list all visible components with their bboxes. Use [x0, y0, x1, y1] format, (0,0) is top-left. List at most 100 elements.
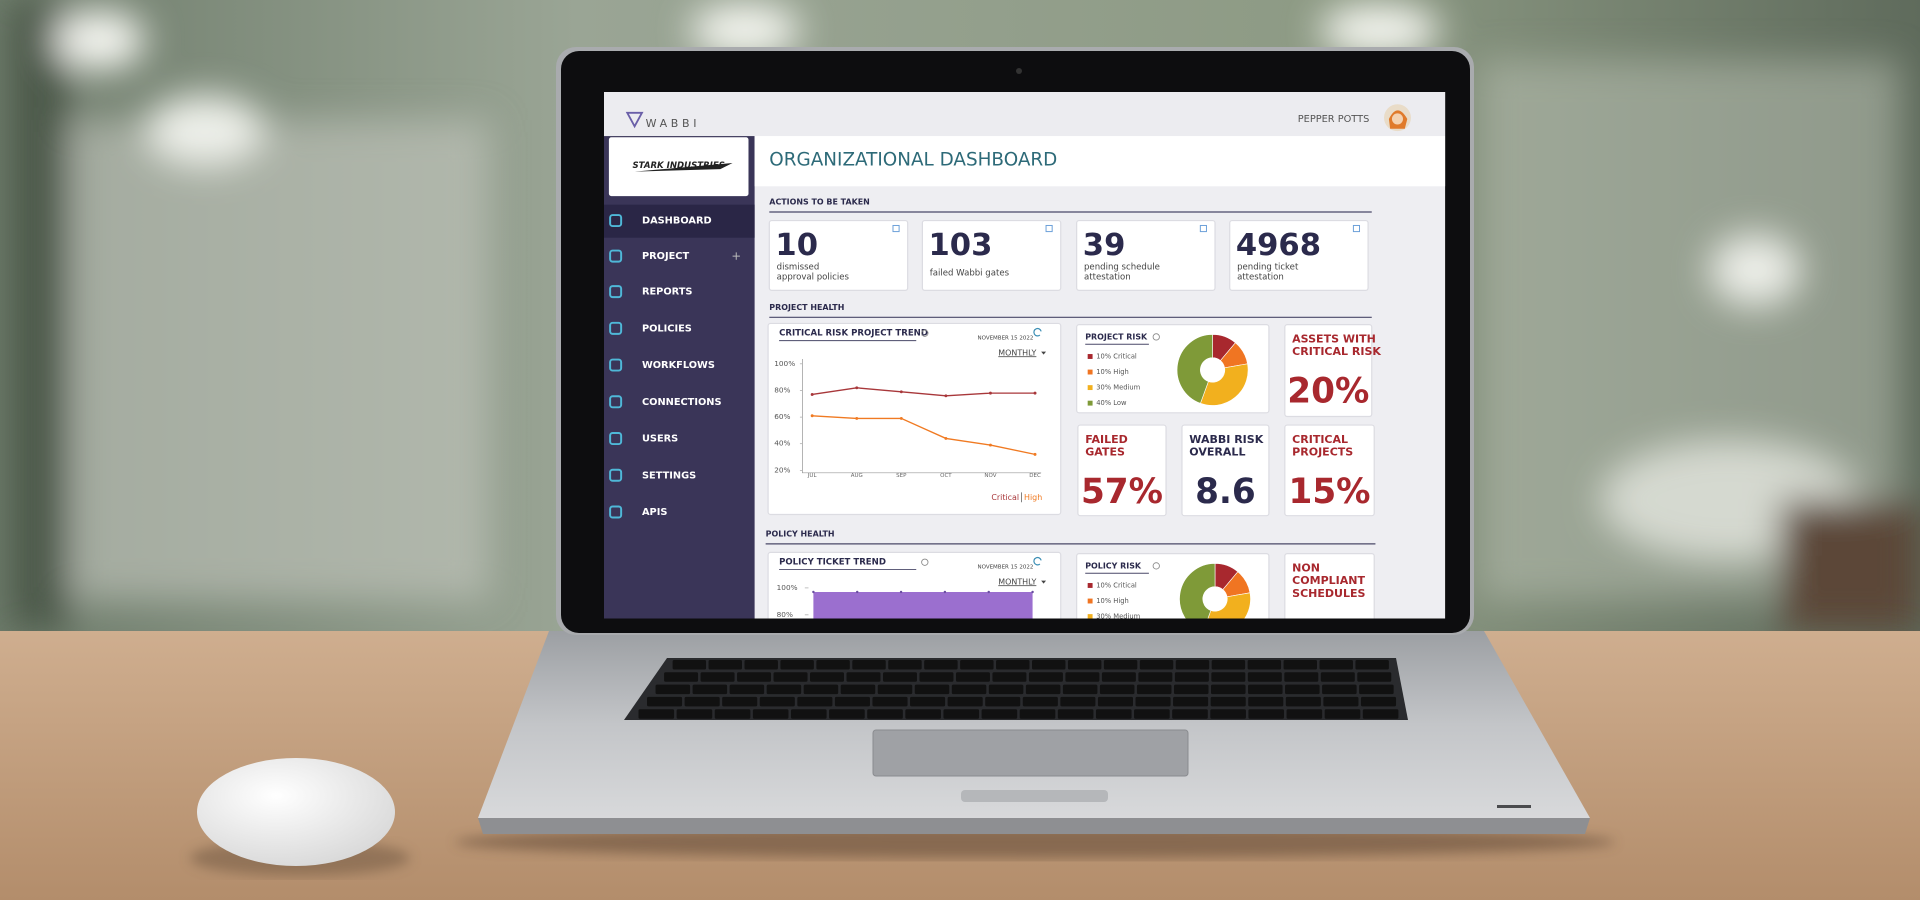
key: [992, 672, 1027, 682]
action-label: dismissed: [777, 263, 820, 273]
action-count: 39: [1083, 228, 1126, 263]
nav-item[interactable]: USERS: [642, 434, 678, 445]
indicator: [1497, 805, 1531, 808]
nav-icon: [609, 321, 623, 335]
nav-item[interactable]: PROJECT: [642, 251, 690, 262]
key: [829, 709, 865, 719]
trend-point: [988, 443, 992, 447]
key: [1285, 684, 1320, 695]
key: [1095, 709, 1132, 719]
y-tick-label: 100%: [777, 583, 798, 592]
card: [1284, 324, 1373, 418]
pie-slice: [1200, 363, 1249, 406]
info-icon: [1152, 562, 1160, 570]
nav-item[interactable]: REPORTS: [642, 287, 693, 298]
kpi-value: 8.6: [1195, 472, 1256, 512]
key: [981, 709, 1018, 719]
card: [1229, 219, 1369, 291]
nav-icon: [609, 395, 623, 409]
key: [1136, 684, 1172, 695]
key: [1248, 709, 1285, 719]
period-select[interactable]: MONTHLY: [998, 577, 1036, 586]
key: [867, 709, 903, 719]
key: [766, 684, 802, 695]
trend-area: [813, 591, 1033, 619]
key: [1248, 684, 1283, 695]
key: [846, 672, 881, 682]
x-tick-label: OCT: [940, 473, 952, 479]
key: [1057, 709, 1094, 719]
key: [985, 696, 1021, 707]
key: [1357, 672, 1392, 682]
nav-item[interactable]: SETTINGS: [642, 470, 696, 481]
keys: [638, 660, 1399, 719]
key: [1211, 660, 1246, 670]
legend-entry: 10% Critical: [1096, 352, 1137, 360]
dropdown-caret[interactable]: [1041, 351, 1047, 355]
key: [834, 696, 870, 707]
nav-icon: [609, 358, 623, 372]
kpi-title: COMPLIANT: [1292, 574, 1365, 587]
key: [1284, 672, 1319, 682]
period-select[interactable]: MONTHLY: [998, 348, 1036, 357]
key: [955, 672, 990, 682]
company-card: [608, 137, 749, 197]
refresh-icon[interactable]: [1033, 556, 1042, 566]
action-count: 10: [775, 228, 818, 263]
key: [1138, 672, 1173, 682]
nav-item[interactable]: POLICIES: [642, 323, 692, 334]
action-label: attestation: [1084, 272, 1131, 282]
key: [1065, 672, 1100, 682]
info-icon: [921, 558, 929, 566]
dropdown-caret[interactable]: [1041, 580, 1047, 584]
key: [1139, 660, 1174, 670]
key: [1359, 684, 1394, 695]
key: [1211, 672, 1246, 682]
key: [872, 696, 908, 707]
key: [1362, 709, 1399, 719]
key: [1173, 696, 1209, 707]
key: [1286, 709, 1323, 719]
card: [1181, 424, 1270, 517]
key: [803, 684, 839, 695]
key: [1103, 660, 1138, 670]
nav-item[interactable]: APIS: [642, 507, 667, 518]
action-label: attestation: [1237, 272, 1284, 282]
trend-point: [944, 394, 948, 398]
key: [1062, 684, 1098, 695]
nav-item[interactable]: CONNECTIONS: [642, 397, 722, 408]
open-link-icon: [1199, 224, 1207, 233]
brand: WABBI: [646, 117, 701, 130]
key: [1028, 672, 1063, 682]
kpi-title: ASSETS WITH: [1292, 332, 1376, 345]
company-swoosh: [634, 163, 733, 172]
legend-entry: 10% Critical: [1096, 581, 1137, 589]
key: [1283, 660, 1318, 670]
title-bar: [754, 136, 1446, 187]
legend-entry: 10% High: [1096, 368, 1129, 376]
open-link-icon: [892, 224, 900, 233]
trend-point: [1033, 452, 1037, 456]
pie-slice: [1207, 592, 1251, 619]
trend-point: [899, 416, 903, 420]
trend-point: [812, 590, 815, 594]
y-tick-label: 80%: [774, 385, 790, 394]
legend-swatch: [1087, 385, 1093, 391]
key: [882, 672, 917, 682]
key: [676, 709, 713, 719]
info-icon: [1152, 333, 1160, 341]
section-heading: POLICY HEALTH: [766, 530, 835, 539]
nav-item[interactable]: DASHBOARD: [642, 216, 712, 227]
nav-item[interactable]: WORKFLOWS: [642, 360, 715, 371]
trend-point: [944, 436, 948, 440]
key: [1067, 660, 1102, 670]
key: [790, 709, 827, 719]
refresh-icon[interactable]: [1033, 327, 1042, 337]
key: [1285, 696, 1321, 707]
legend-swatch: [1087, 354, 1093, 359]
kpi-title: GATES: [1085, 446, 1125, 459]
chart-title: PROJECT RISK: [1085, 332, 1148, 341]
chart-date: NOVEMBER 15 2022: [977, 336, 1033, 342]
key: [1025, 684, 1061, 695]
screen: WABBI PEPPER POTTS STARK INDUSTRIES ORGA…: [604, 92, 1446, 619]
